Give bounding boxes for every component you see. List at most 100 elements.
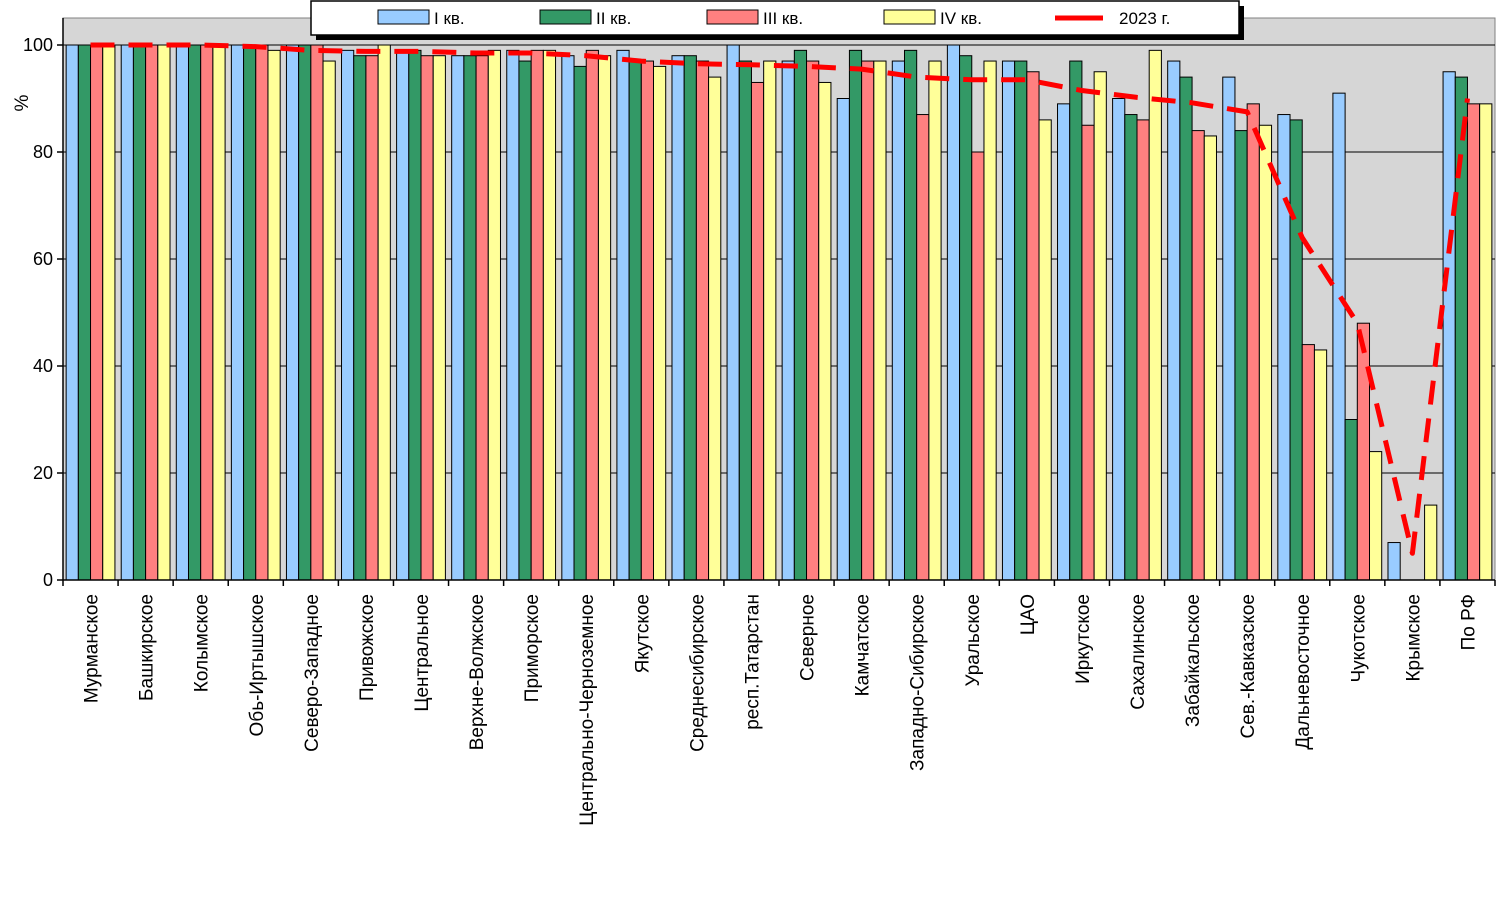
axes	[57, 18, 1496, 586]
bar-2-10	[573, 65, 587, 581]
bar-4-5	[322, 60, 336, 581]
x-category-label-1: Мурманское	[82, 594, 103, 703]
bar-3-12	[695, 60, 710, 581]
bar-1-25	[1387, 542, 1401, 581]
bar-1-8	[451, 55, 465, 581]
bar-1-12	[671, 55, 685, 581]
bar-2-14	[793, 49, 808, 581]
bar-4-21	[1203, 135, 1217, 581]
bar-2-24	[1344, 419, 1358, 581]
bar-4-13	[763, 60, 777, 581]
bar-4-20	[1148, 49, 1162, 581]
bar-2-13	[738, 60, 752, 581]
bar-4-12	[708, 76, 722, 581]
bar-4-1	[102, 44, 116, 581]
bar-4-14	[818, 81, 832, 581]
x-category-label-20: Сахалинское	[1128, 594, 1149, 710]
y-tick-labels: 0 20 40 60 80 100	[23, 35, 53, 590]
legend-label-4: IV кв.	[940, 9, 982, 28]
bar-2-1	[77, 44, 92, 581]
bar-3-6	[365, 55, 379, 581]
bar-2-17	[959, 55, 973, 581]
bar-3-18	[1026, 71, 1040, 581]
x-category-label-10: Центрально-Черноземное	[577, 594, 598, 826]
x-category-label-26: По РФ	[1458, 594, 1479, 650]
bar-1-4	[230, 44, 245, 581]
x-category-label-19: Иркутское	[1073, 594, 1094, 684]
x-category-label-23: Дальневосточное	[1293, 594, 1314, 750]
x-category-label-8: Верхне-Волжское	[467, 594, 488, 750]
x-category-label-9: Приморское	[522, 594, 543, 702]
x-category-label-7: Центральное	[412, 594, 433, 712]
bar-4-22	[1258, 124, 1273, 581]
bar-2-26	[1454, 76, 1468, 581]
bar-4-16	[928, 60, 942, 581]
bar-2-23	[1289, 119, 1303, 581]
bar-2-8	[463, 55, 477, 581]
bar-2-12	[683, 55, 697, 581]
bar-2-22	[1234, 130, 1248, 581]
bar-4-17	[983, 60, 997, 581]
x-category-label-14: Северное	[798, 594, 819, 681]
bar-3-14	[806, 60, 820, 581]
x-category-label-15: Камчатское	[853, 594, 874, 696]
bar-3-11	[640, 60, 655, 581]
bar-1-17	[946, 44, 961, 581]
legend-label-1: I кв.	[434, 9, 465, 28]
bar-3-15	[861, 60, 875, 581]
bar-3-17	[971, 151, 985, 581]
bar-1-24	[1332, 92, 1346, 581]
bar-4-3	[212, 44, 226, 581]
bar-4-23	[1313, 349, 1328, 581]
bar-4-15	[873, 60, 887, 581]
bar-4-8	[487, 49, 501, 581]
legend-swatch-3	[706, 9, 759, 25]
bar-3-9	[530, 49, 544, 581]
x-category-label-12: Среднесибирское	[687, 594, 708, 752]
x-category-label-22: Сев.-Кавказское	[1238, 594, 1259, 738]
bar-4-9	[542, 49, 557, 581]
legend-swatch-2	[539, 9, 592, 25]
bar-3-24	[1356, 322, 1371, 581]
bar-3-3	[200, 44, 214, 581]
bar-2-7	[408, 49, 422, 581]
x-category-label-21: Забайкальское	[1183, 594, 1204, 727]
bar-4-7	[432, 55, 446, 581]
bar-3-1	[90, 44, 104, 581]
legend: I кв. II кв. III кв. IV кв. 2023 г.	[310, 0, 1244, 40]
x-category-label-5: Северо-Западное	[302, 594, 323, 752]
y-tick-label-40: 40	[33, 356, 53, 376]
bar-2-4	[243, 44, 257, 581]
bar-2-5	[298, 44, 312, 581]
bar-2-16	[903, 49, 918, 581]
bar-3-23	[1301, 344, 1315, 581]
y-axis-title: %	[12, 94, 33, 111]
x-category-label-17: Уральское	[963, 594, 984, 687]
bar-3-2	[145, 44, 159, 581]
y-tick-label-0: 0	[43, 570, 53, 590]
bar-1-3	[175, 44, 189, 581]
legend-label-5: 2023 г.	[1119, 9, 1170, 28]
bar-1-20	[1112, 98, 1126, 581]
bar-3-7	[420, 55, 434, 581]
bar-1-26	[1442, 71, 1456, 581]
bar-3-20	[1136, 119, 1150, 581]
bar-2-15	[848, 49, 863, 581]
bar-3-21	[1191, 130, 1205, 581]
bar-1-18	[1001, 60, 1016, 581]
bar-1-7	[396, 49, 410, 581]
bar-3-22	[1246, 103, 1260, 581]
x-category-label-4: Обь-Иртышское	[247, 594, 268, 736]
bar-4-11	[653, 65, 667, 581]
bar-1-2	[120, 44, 134, 581]
bar-1-14	[781, 60, 795, 581]
x-category-label-24: Чукотское	[1348, 594, 1369, 683]
bar-2-6	[353, 55, 367, 581]
bar-1-9	[506, 49, 520, 581]
x-category-label-25: Крымское	[1403, 594, 1424, 682]
y-tick-label-80: 80	[33, 142, 53, 162]
bar-2-19	[1069, 60, 1083, 581]
legend-label-2: II кв.	[596, 9, 631, 28]
y-tick-label-100: 100	[23, 35, 53, 55]
bar-4-24	[1369, 451, 1383, 581]
